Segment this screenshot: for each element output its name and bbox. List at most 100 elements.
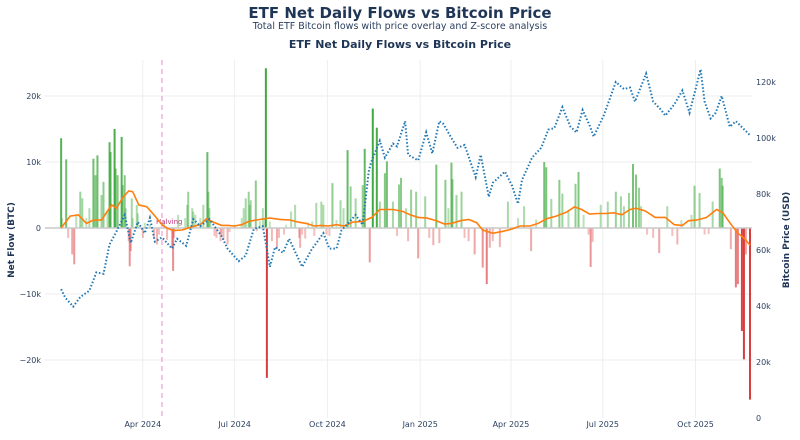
inflow-bar: [96, 155, 99, 228]
x-tick-label: Oct 2025: [677, 420, 714, 429]
series-lines: [60, 69, 751, 309]
chart-title: ETF Net Daily Flows vs Bitcoin Price: [248, 4, 552, 22]
outflow-bar: [646, 228, 649, 235]
x-tick-label: Apr 2024: [124, 420, 161, 429]
outflow-bar: [215, 228, 218, 238]
x-tick-label: Jul 2025: [585, 420, 619, 429]
inflow-bar: [460, 191, 463, 228]
outflow-bar: [729, 228, 732, 250]
outflow-bar: [157, 228, 160, 235]
inflow-bar: [116, 175, 119, 228]
inflow-bar: [383, 173, 386, 228]
outflow-bar: [481, 228, 484, 268]
outflow-bar: [591, 228, 594, 242]
inflow-bar: [435, 164, 438, 228]
inflow-bar: [131, 218, 134, 228]
outflow-bar: [736, 228, 739, 285]
outflow-bar: [173, 228, 176, 238]
inflow-bar: [100, 195, 103, 228]
outflow-bar: [299, 228, 302, 248]
inflow-bar: [631, 163, 634, 228]
outflow-bar: [748, 228, 751, 400]
inflow-bar: [721, 185, 724, 228]
inflow-bar: [322, 204, 325, 228]
inflow-bar: [199, 218, 202, 228]
inflow-bar: [346, 150, 349, 228]
inflow-bar: [455, 195, 458, 228]
y2-tick-label: 100k: [756, 134, 776, 143]
inflow-bar: [400, 177, 403, 228]
inflow-bar: [342, 208, 345, 228]
y-tick-label: 0: [36, 224, 41, 233]
y-tick-label: 10k: [26, 158, 41, 167]
inflow-bar: [561, 193, 564, 228]
x-tick-label: Jan 2025: [402, 420, 438, 429]
inflow-bar: [444, 179, 447, 228]
halving-annotation: Halving: [156, 60, 182, 418]
outflow-bar: [530, 228, 533, 252]
inflow-bar: [718, 168, 721, 228]
inflow-bar: [698, 193, 701, 228]
y2-tick-label: 40k: [756, 302, 771, 311]
inflow-bar: [424, 196, 427, 228]
outflow-bar: [438, 228, 441, 244]
outflow-bar: [313, 228, 316, 236]
inflow-bar: [88, 208, 91, 228]
outflow-bar: [129, 228, 132, 252]
inflow-bar: [606, 201, 609, 228]
outflow-bar: [703, 228, 706, 235]
inflow-bar: [447, 208, 450, 228]
inflow-bar: [349, 186, 352, 228]
inflow-bar: [378, 201, 381, 228]
outflow-bar: [222, 228, 225, 240]
outflow-bar: [277, 228, 280, 238]
outflow-bar: [220, 228, 223, 235]
inflow-bar: [60, 138, 63, 228]
outflow-bar: [488, 228, 491, 248]
inflow-bar: [187, 191, 190, 228]
inflow-bar: [249, 200, 252, 228]
inflow-bar: [550, 198, 553, 228]
outflow-bar: [417, 228, 420, 259]
outflow-bar: [432, 228, 435, 246]
inflow-bar: [506, 201, 509, 228]
outflow-bar: [485, 228, 488, 285]
moving-average-line: [60, 190, 751, 246]
inflow-bar: [577, 171, 580, 228]
inflow-bar: [240, 218, 243, 228]
inflow-bar: [148, 224, 151, 228]
inflow-bar: [248, 204, 251, 228]
inflow-bar: [640, 206, 643, 228]
inflow-bar: [94, 175, 97, 228]
outflow-bar: [255, 228, 258, 232]
outflow-bar: [152, 228, 155, 238]
inflow-bar: [375, 127, 378, 228]
inflow-bar: [123, 175, 126, 228]
inflow-bar: [523, 206, 526, 228]
plot-title: ETF Net Daily Flows vs Bitcoin Price: [288, 38, 512, 51]
y-axis-title: Net Flow (BTC): [7, 202, 17, 278]
inflow-bar: [75, 214, 78, 228]
flow-bars: [60, 68, 751, 400]
outflow-bar: [652, 228, 655, 238]
inflow-bar: [320, 201, 323, 228]
inflow-bar: [720, 177, 723, 228]
inflow-bar: [263, 218, 266, 228]
inflow-bar: [614, 191, 617, 228]
outflow-bar: [166, 228, 169, 240]
y2-tick-label: 60k: [756, 246, 771, 255]
y-tick-label: −10k: [19, 290, 41, 299]
outflow-bar: [73, 228, 76, 265]
inflow-bar: [385, 161, 388, 228]
inflow-bar: [599, 204, 602, 228]
outflow-bar: [128, 228, 131, 267]
inflow-bar: [331, 183, 334, 228]
inflow-bar: [339, 200, 342, 228]
outflow-bar: [328, 228, 331, 236]
inflow-bar: [163, 221, 166, 228]
inflow-bar: [109, 152, 112, 228]
inflow-bar: [545, 167, 548, 228]
inflow-bar: [121, 185, 124, 228]
outflow-bar: [141, 228, 144, 238]
